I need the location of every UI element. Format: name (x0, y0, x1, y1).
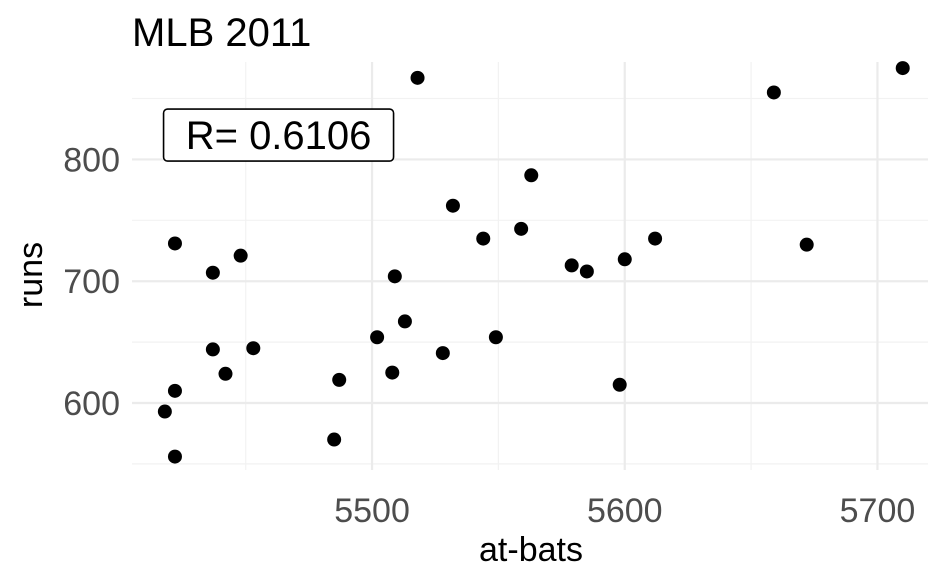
y-tick-label: 700 (63, 263, 120, 301)
data-point (476, 231, 491, 246)
data-point (332, 372, 347, 387)
data-point (167, 449, 182, 464)
data-point (435, 346, 450, 361)
data-point (370, 330, 385, 345)
data-point (524, 168, 539, 183)
data-point (514, 221, 529, 236)
data-point (410, 70, 425, 85)
data-point (799, 237, 814, 252)
data-point (327, 432, 342, 447)
data-point (612, 377, 627, 392)
x-axis-ticks: 5500 5600 5700 (334, 492, 915, 530)
data-point (385, 365, 400, 380)
x-tick-label: 5500 (334, 492, 410, 530)
data-point (167, 236, 182, 251)
y-axis-title: runs (12, 242, 50, 308)
grid-lines (132, 62, 928, 470)
data-point (445, 198, 460, 213)
data-point (579, 264, 594, 279)
data-point (246, 341, 261, 356)
x-tick-label: 5600 (587, 492, 663, 530)
data-point (617, 252, 632, 267)
correlation-annotation: R= 0.6106 (162, 108, 395, 162)
data-point (218, 366, 233, 381)
data-point (397, 314, 412, 329)
y-tick-label: 800 (63, 141, 120, 179)
x-tick-label: 5700 (840, 492, 916, 530)
data-point (648, 231, 663, 246)
chart-title: MLB 2011 (132, 11, 311, 55)
data-point (488, 330, 503, 345)
data-point (766, 85, 781, 100)
annotation-box (162, 108, 395, 162)
x-axis-title: at-bats (479, 531, 583, 569)
data-point (564, 258, 579, 273)
data-point (205, 265, 220, 280)
annotation-text: R= 0.6106 (186, 114, 372, 158)
y-tick-label: 600 (63, 385, 120, 423)
data-point (157, 404, 172, 419)
data-points (157, 61, 910, 464)
data-point (387, 269, 402, 284)
data-point (205, 342, 220, 357)
data-point (895, 61, 910, 76)
data-point (167, 383, 182, 398)
y-axis-ticks: 600 700 800 (63, 141, 120, 423)
data-point (233, 248, 248, 263)
